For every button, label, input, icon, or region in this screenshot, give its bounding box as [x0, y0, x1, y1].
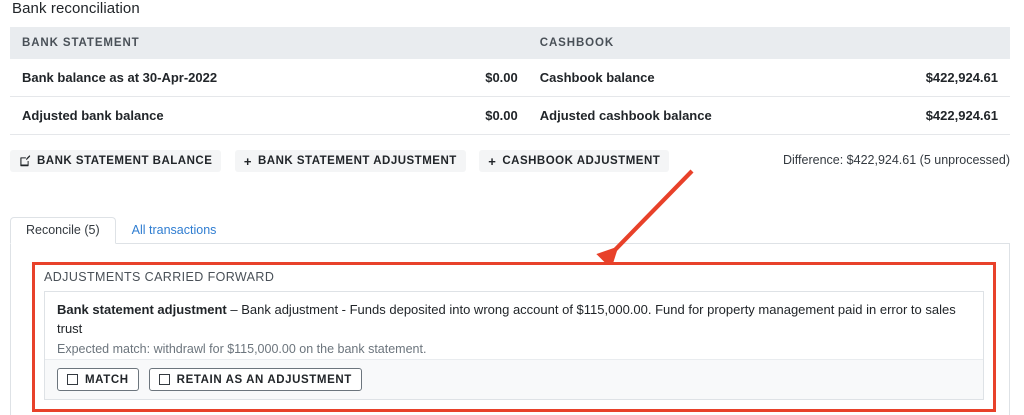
- add-bank-statement-adjustment-button[interactable]: + BANK STATEMENT ADJUSTMENT: [234, 150, 466, 172]
- adjustment-body: Bank statement adjustment – Bank adjustm…: [45, 292, 983, 364]
- adjusted-bank-balance-label: Adjusted bank balance: [22, 108, 164, 123]
- adjustments-carried-forward-heading: ADJUSTMENTS CARRIED FORWARD: [44, 270, 275, 284]
- tab-bar: Reconcile (5) All transactions: [10, 214, 1010, 244]
- plus-icon: +: [488, 153, 497, 169]
- reconcile-panel: ADJUSTMENTS CARRIED FORWARD Bank stateme…: [10, 244, 1010, 415]
- column-header-bank-statement: BANK STATEMENT: [22, 37, 140, 49]
- column-header-cashbook: CASHBOOK: [539, 37, 615, 49]
- adjusted-cashbook-balance-amount: $422,924.61: [925, 108, 998, 123]
- checkbox-icon: [158, 374, 170, 385]
- action-button-bar: BANK STATEMENT BALANCE + BANK STATEMENT …: [10, 150, 1010, 174]
- table-row: Adjusted bank balance $0.00 Adjusted cas…: [10, 97, 1010, 135]
- adjustments-carried-forward-section: ADJUSTMENTS CARRIED FORWARD Bank stateme…: [32, 262, 996, 412]
- bank-balance-amount: $0.00: [485, 70, 518, 85]
- adjustment-detail-text: Bank adjustment - Funds deposited into w…: [57, 302, 956, 336]
- bank-statement-balance-button[interactable]: BANK STATEMENT BALANCE: [10, 150, 222, 172]
- adjustment-separator: –: [226, 302, 242, 317]
- checkbox-icon: [67, 374, 78, 385]
- tab-all-transactions[interactable]: All transactions: [131, 222, 217, 237]
- summary-table-header-row: BANK STATEMENT CASHBOOK: [10, 27, 1010, 59]
- table-row: Bank balance as at 30-Apr-2022 $0.00 Cas…: [10, 59, 1010, 97]
- retain-as-adjustment-button[interactable]: RETAIN AS AN ADJUSTMENT: [148, 368, 362, 391]
- reconciliation-summary-table: BANK STATEMENT CASHBOOK Bank balance as …: [10, 27, 1010, 135]
- adjustment-description: Bank statement adjustment – Bank adjustm…: [57, 300, 971, 338]
- cashbook-balance-label: Cashbook balance: [539, 70, 655, 85]
- add-cashbook-adjustment-button[interactable]: + CASHBOOK ADJUSTMENT: [479, 150, 670, 172]
- adjusted-cashbook-balance-label: Adjusted cashbook balance: [539, 108, 712, 123]
- difference-summary: Difference: $422,924.61 (5 unprocessed): [782, 153, 1010, 167]
- edit-square-icon: [19, 155, 31, 167]
- adjustment-expected-match: Expected match: withdrawl for $115,000.0…: [57, 342, 427, 356]
- plus-icon: +: [243, 153, 252, 169]
- bank-balance-label: Bank balance as at 30-Apr-2022: [22, 70, 218, 85]
- adjustment-footer: MATCH RETAIN AS AN ADJUSTMENT: [45, 359, 983, 399]
- bank-statement-adjustment-label: BANK STATEMENT ADJUSTMENT: [257, 155, 457, 167]
- cashbook-adjustment-label: CASHBOOK ADJUSTMENT: [502, 155, 661, 167]
- bank-statement-balance-label: BANK STATEMENT BALANCE: [37, 155, 213, 167]
- page-title: Bank reconciliation: [12, 0, 140, 17]
- match-button[interactable]: MATCH: [57, 368, 139, 391]
- tab-reconcile[interactable]: Reconcile (5): [10, 216, 116, 244]
- match-button-label: MATCH: [85, 373, 129, 386]
- adjusted-bank-balance-amount: $0.00: [485, 108, 518, 123]
- retain-as-adjustment-button-label: RETAIN AS AN ADJUSTMENT: [176, 373, 352, 386]
- adjustment-card: Bank statement adjustment – Bank adjustm…: [44, 291, 984, 400]
- adjustment-title: Bank statement adjustment: [57, 302, 227, 317]
- cashbook-balance-amount: $422,924.61: [925, 70, 998, 85]
